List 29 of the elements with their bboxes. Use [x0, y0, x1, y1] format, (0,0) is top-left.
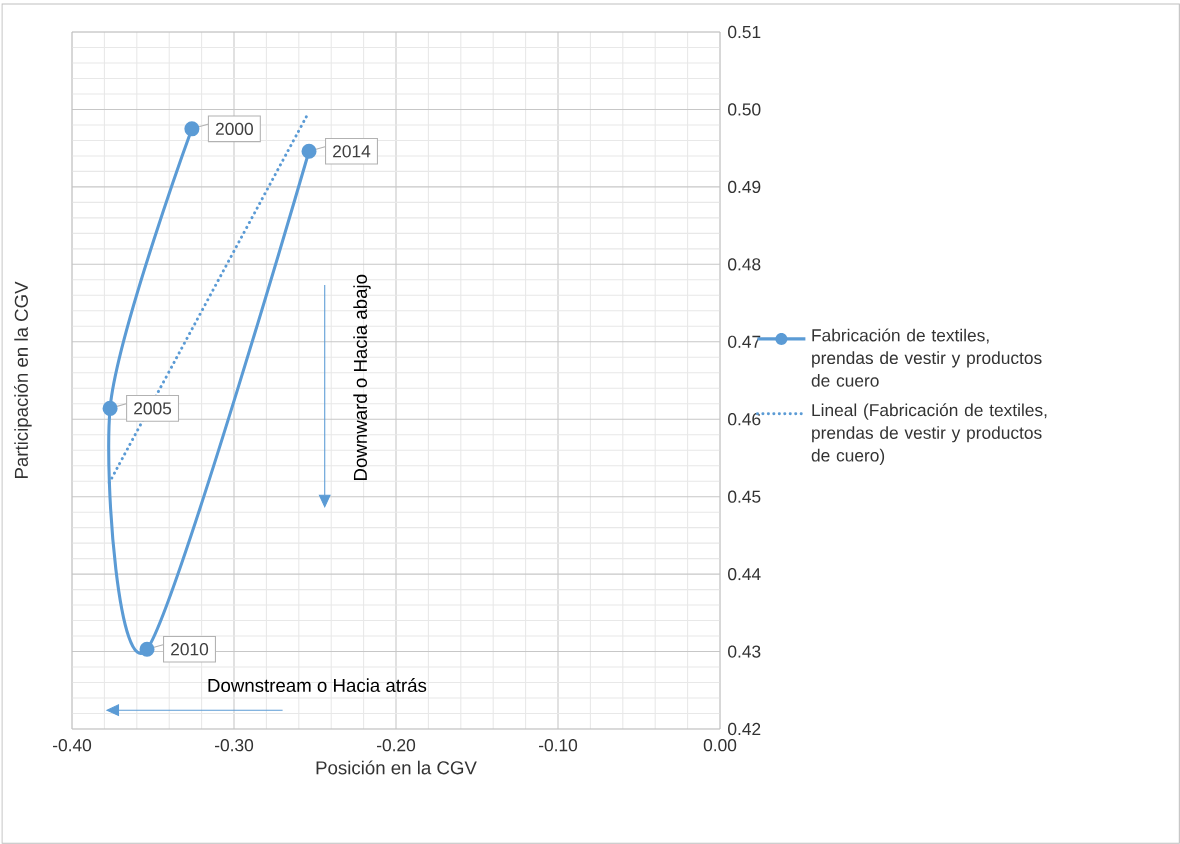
x-tick-label: -0.10: [539, 739, 578, 752]
y-tick-label: 0.51: [728, 25, 761, 39]
y-tick-label: 0.46: [728, 413, 761, 426]
x-tick-label: -0.40: [53, 739, 92, 752]
x-tick-label: -0.20: [377, 739, 416, 752]
point: [102, 400, 118, 416]
y-tick-label: 0.42: [728, 722, 761, 736]
legend-label: Lineal (Fabricación de textiles, prendas de vestir y productos de cuero): [811, 403, 1047, 465]
annotation: 2005: [134, 402, 172, 415]
y-tick-label: 0.49: [728, 180, 761, 194]
annotation: 2010: [171, 643, 209, 656]
annotation: Downstream o Hacia atrás: [208, 678, 427, 693]
legend-label: Fabricación de textiles, prendas de vestir y productos de cuero: [811, 328, 1042, 387]
x-axis-title: Posición en la CGV: [316, 760, 477, 775]
point: [301, 143, 317, 159]
y-tick-label: 0.50: [728, 103, 761, 116]
point: [139, 641, 155, 657]
y-tick-label: 0.45: [728, 490, 761, 503]
x-tick-label: -0.30: [215, 739, 254, 752]
x-tick-label: 0.00: [703, 739, 737, 752]
y-tick-label: 0.43: [728, 645, 761, 658]
y-tick-label: 0.48: [728, 258, 761, 271]
y-tick-label: 0.47: [728, 335, 761, 348]
annotation: Downward o Hacia abajo: [353, 274, 371, 480]
annotation: 2014: [333, 145, 371, 158]
y-axis-title: Participación en la CGV: [14, 281, 32, 479]
annotation: 2000: [215, 122, 253, 135]
y-tick-label: 0.44: [728, 567, 761, 581]
point: [184, 121, 200, 137]
